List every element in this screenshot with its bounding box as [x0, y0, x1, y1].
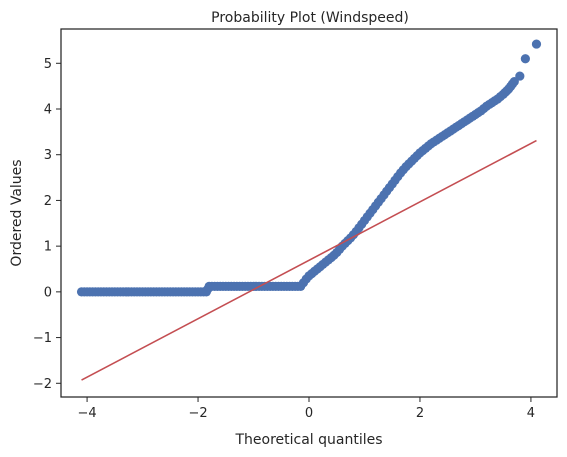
y-tick-label: −1 [33, 331, 52, 346]
x-tick-label: 0 [305, 406, 313, 421]
x-tick-label: −4 [77, 406, 96, 421]
chart-title: Probability Plot (Windspeed) [211, 10, 409, 26]
data-point [520, 54, 530, 64]
y-tick-label: 2 [44, 194, 52, 209]
fit-line [81, 139, 537, 381]
plot-frame [60, 28, 558, 398]
x-tick-label: −2 [188, 406, 207, 421]
y-tick-label: 1 [44, 240, 52, 255]
data-point [531, 39, 542, 49]
y-axis-ticks: −2 −1 0 1 2 3 4 5 [33, 57, 61, 392]
data-points [76, 39, 542, 297]
x-tick-label: 4 [527, 406, 535, 421]
y-tick-label: −2 [33, 377, 52, 392]
y-tick-label: 3 [44, 148, 52, 163]
y-axis-label: Ordered Values [9, 159, 25, 266]
x-axis-ticks: −4 −2 0 2 4 [77, 397, 535, 421]
data-point [515, 71, 525, 81]
x-tick-label: 2 [416, 406, 424, 421]
y-tick-label: 5 [44, 57, 52, 72]
fit-line-group [81, 139, 537, 381]
y-tick-label: 4 [44, 103, 52, 118]
y-tick-label: 0 [44, 285, 52, 300]
x-axis-label: Theoretical quantiles [234, 432, 382, 448]
